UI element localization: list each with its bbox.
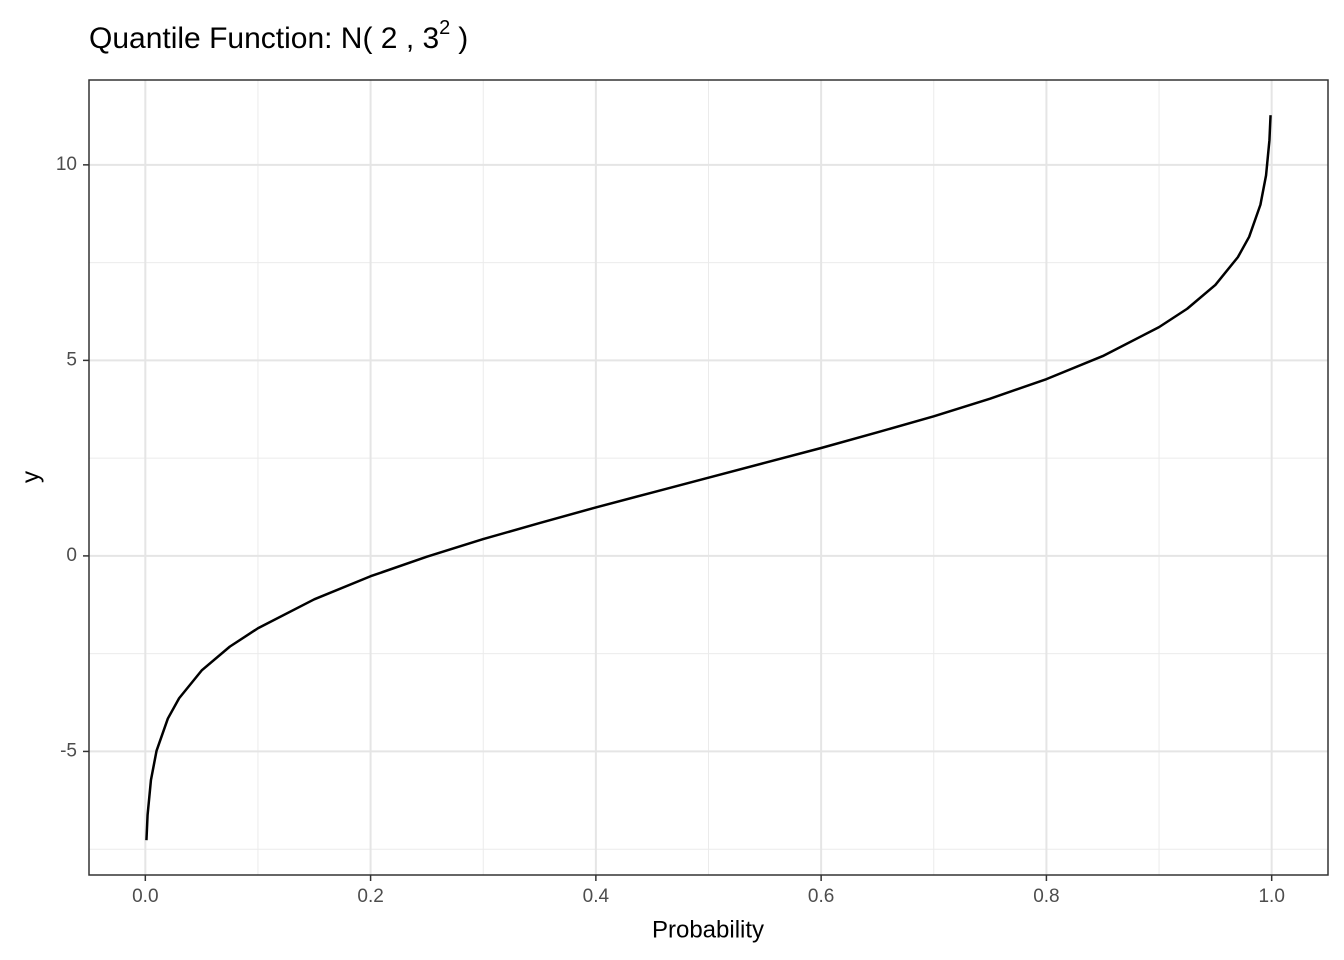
x-tick-label: 0.0 — [132, 886, 158, 907]
y-axis-title: y — [17, 471, 44, 483]
y-tick-label: 0 — [66, 545, 77, 566]
chart-title: Quantile Function: N( 2 , 32) — [89, 17, 468, 55]
panel-border — [88, 79, 1329, 876]
title-superscript: 2 — [439, 17, 450, 39]
title-suffix: ) — [458, 22, 468, 55]
y-tick-label: 10 — [56, 154, 77, 175]
x-tick-label: 0.4 — [583, 886, 610, 907]
y-tick-label: -5 — [60, 740, 77, 761]
x-tick-label: 0.6 — [808, 886, 834, 907]
x-axis-title: Probability — [652, 916, 764, 943]
x-tick-label: 0.2 — [357, 886, 383, 907]
quantile-line — [145, 115, 1272, 841]
title-text: Quantile Function: N( 2 , 3 — [89, 22, 439, 55]
y-tick-label: 5 — [66, 349, 77, 370]
x-tick-label: 1.0 — [1258, 886, 1284, 907]
x-tick-label: 0.8 — [1033, 886, 1059, 907]
